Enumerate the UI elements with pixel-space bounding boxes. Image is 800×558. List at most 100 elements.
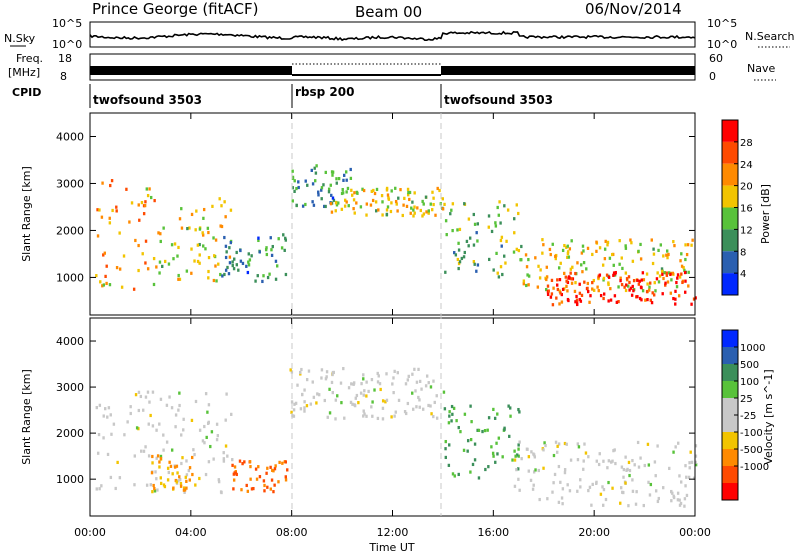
- velocity-cell: [245, 483, 248, 488]
- power-cell: [655, 277, 659, 281]
- velocity-colorbar-swatch: [722, 432, 738, 449]
- power-cell: [653, 281, 656, 285]
- power-cell: [223, 200, 226, 204]
- power-cell: [444, 270, 447, 274]
- velocity-cell: [129, 405, 132, 409]
- velocity-cell: [169, 464, 173, 468]
- power-cell: [159, 239, 162, 244]
- power-cell: [144, 239, 148, 243]
- velocity-colorbar-swatch: [722, 330, 738, 347]
- power-cell: [424, 195, 428, 199]
- power-cell: [656, 271, 659, 275]
- power-cell: [640, 278, 643, 282]
- velocity-cell: [635, 490, 638, 494]
- velocity-cell: [190, 418, 194, 423]
- velocity-cell: [624, 455, 627, 459]
- velocity-cell: [656, 444, 659, 448]
- power-cell: [345, 190, 348, 194]
- power-cell: [161, 264, 164, 268]
- power-cell: [676, 273, 680, 277]
- power-cell: [674, 302, 677, 306]
- velocity-cell: [309, 402, 313, 406]
- xtick-label: 00:00: [679, 526, 711, 539]
- power-cell: [548, 247, 552, 252]
- power-cell: [327, 190, 331, 194]
- velocity-cell: [116, 460, 119, 465]
- freq-tick-right-bottom: 0: [709, 70, 716, 83]
- power-cell: [390, 201, 393, 205]
- power-cell: [194, 228, 197, 232]
- power-cell: [503, 254, 506, 258]
- freq-tick-right-top: 60: [709, 52, 723, 65]
- power-cell: [172, 257, 175, 261]
- velocity-cell: [292, 408, 296, 412]
- power-cell: [432, 202, 435, 207]
- power-cell: [422, 212, 426, 216]
- power-cell: [247, 263, 251, 267]
- power-cell: [522, 282, 525, 286]
- power-cell: [347, 204, 350, 208]
- power-cell: [283, 248, 286, 252]
- power-cell: [472, 259, 476, 264]
- power-cell: [277, 237, 280, 241]
- power-cell: [678, 275, 682, 279]
- power-cell: [515, 203, 518, 207]
- velocity-cell: [532, 470, 536, 474]
- power-cell: [513, 231, 516, 235]
- power-cell: [390, 189, 393, 193]
- power-cell: [314, 171, 318, 175]
- velocity-cell: [604, 497, 608, 502]
- power-cell: [334, 209, 337, 213]
- power-cell: [312, 203, 316, 207]
- power-cell: [350, 188, 353, 192]
- power-cell: [108, 283, 112, 287]
- velocity-cell: [672, 450, 675, 454]
- velocity-cell: [137, 427, 140, 431]
- velocity-cell: [530, 450, 533, 454]
- power-cell: [607, 275, 611, 279]
- velocity-cell: [444, 455, 447, 460]
- power-cell: [500, 244, 503, 248]
- power-cell: [315, 164, 318, 168]
- velocity-cell: [508, 434, 511, 438]
- velocity-cell: [537, 468, 540, 473]
- power-cell: [607, 299, 610, 303]
- power-cell: [320, 197, 323, 201]
- velocity-colorbar-swatch: [722, 364, 738, 381]
- velocity-cell: [633, 463, 636, 467]
- velocity-cell: [517, 477, 520, 481]
- power-cell: [598, 246, 602, 250]
- power-cell: [231, 263, 234, 268]
- power-cell: [615, 300, 619, 304]
- power-cell: [603, 247, 607, 251]
- power-cell: [144, 200, 147, 204]
- power-cell: [389, 209, 393, 214]
- power-cell: [520, 258, 523, 262]
- power-cell: [684, 257, 687, 262]
- power-cell: [202, 207, 206, 212]
- power-cell: [431, 190, 434, 194]
- velocity-cell: [685, 493, 689, 498]
- power-cell: [146, 267, 150, 271]
- velocity-cell: [102, 414, 105, 418]
- power-cell: [624, 271, 628, 275]
- velocity-cell: [385, 372, 388, 376]
- power-cell: [220, 204, 223, 208]
- power-cell: [624, 244, 627, 248]
- velocity-cell: [351, 402, 354, 406]
- power-cell: [185, 269, 189, 273]
- power-cell: [297, 185, 300, 190]
- velocity-cell: [694, 463, 698, 467]
- nsky-tick-right-top: 10^5: [707, 17, 737, 30]
- velocity-cell: [269, 487, 272, 491]
- velocity-cell: [679, 501, 683, 506]
- power-cell: [102, 253, 105, 257]
- power-cell: [676, 276, 679, 280]
- power-colorbar-swatch: [722, 120, 738, 142]
- velocity-cell: [181, 456, 184, 460]
- power-cell: [212, 278, 216, 283]
- velocity-cell: [220, 490, 223, 495]
- velocity-colorbar-tick-label: 1000: [740, 343, 765, 354]
- velocity-colorbar-tick-label: 25: [740, 394, 753, 405]
- velocity-cell: [217, 478, 221, 482]
